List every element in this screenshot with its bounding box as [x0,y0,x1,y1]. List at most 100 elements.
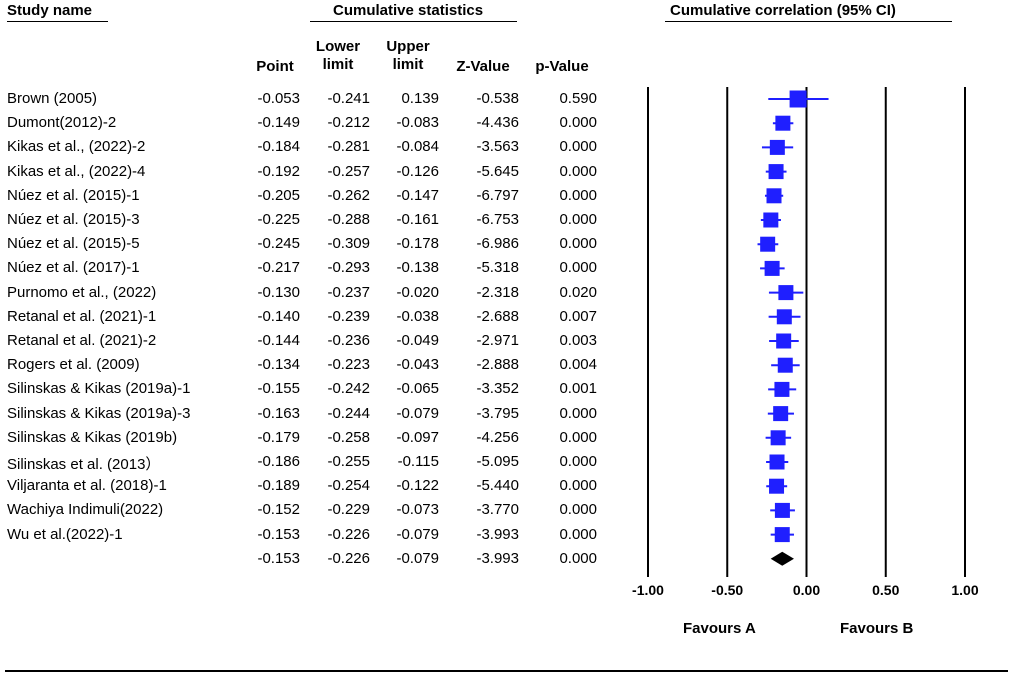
study-row: Dumont(2012)-2 -0.149 -0.212 -0.083 -4.436 0.… [0,114,620,138]
study-row: Wu et al.(2022)-1 -0.153 -0.226 -0.079 -3.99… [0,526,620,550]
study-name: Wachiya Indimuli(2022) [7,501,164,519]
study-row: Silinskas & Kikas (2019b) -0.179 -0.258 -0.… [0,429,620,453]
p-value: 0.000 [559,138,597,156]
point-value: -0.217 [257,259,300,277]
favours-a-label: Favours A [683,620,756,637]
cumulative-correlation-header: Cumulative correlation (95% CI) [670,2,896,19]
point-value: -0.152 [257,501,300,519]
study-name: Dumont(2012)-2 [7,114,117,132]
upper-value: 0.139 [401,90,439,107]
lower-value: -0.254 [327,477,370,495]
study-name-header: Study name [7,2,93,19]
study-name-underline [7,21,108,22]
p-value: 0.000 [559,501,597,519]
z-value: -5.645 [476,162,519,180]
effect-marker [775,115,791,131]
effect-marker [789,90,807,108]
upper-value: -0.083 [396,114,439,132]
p-value: 0.000 [559,162,597,180]
cumulative-correlation-underline [665,21,952,22]
summary-diamond [770,551,794,566]
col-upper-label-2: limit [392,56,424,73]
effect-marker [763,212,779,228]
study-row: Rogers et al. (2009) -0.134 -0.223 -0.043 -2… [0,356,620,380]
study-name: Silinskas et al. (2013） [7,456,161,473]
study-name: Brown (2005) [7,90,98,107]
x-tick-label: 1.00 [951,582,978,598]
cumulative-statistics-header: Cumulative statistics [333,2,484,19]
p-value: 0.590 [559,90,597,107]
col-p-header: p-Value [527,58,597,76]
point-value: -0.163 [257,404,300,422]
point-value: -0.186 [257,453,300,470]
effect-marker [769,139,785,155]
effect-marker [760,236,776,252]
upper-value: -0.138 [396,259,439,277]
z-value: -2.318 [476,283,519,301]
study-row: Núez et al. (2017)-1 -0.217 -0.293 -0.138 -5… [0,259,620,283]
study-row: Purnomo et al., (2022) -0.130 -0.237 -0.020… [0,284,620,308]
study-name: Kikas et al., (2022)-2 [7,138,146,156]
study-name: Núez et al. (2017)-1 [7,259,140,277]
point-value: -0.155 [257,380,300,398]
lower-value: -0.255 [327,453,370,470]
point-value: -0.134 [257,356,300,374]
study-row: Kikas et al., (2022)-4 -0.192 -0.257 -0.126… [0,163,620,187]
z-value: -3.352 [476,380,519,398]
study-row: Núez et al. (2015)-3 -0.225 -0.288 -0.161 -6… [0,211,620,235]
z-value: -2.888 [476,356,519,374]
col-p-label: p-Value [535,58,589,75]
p-value: 0.001 [559,380,597,398]
upper-value: -0.084 [396,138,439,156]
col-point-header: Point [245,58,305,76]
upper-value: -0.122 [396,477,439,495]
point-value: -0.189 [257,477,300,495]
upper-value: -0.115 [397,453,439,470]
effect-marker [774,527,790,543]
upper-value: -0.097 [396,428,439,446]
z-value: -6.797 [476,186,519,204]
point-value: -0.205 [257,186,300,204]
point-value: -0.144 [257,332,300,349]
study-name: Purnomo et al., (2022) [7,283,157,301]
study-name: Kikas et al., (2022)-4 [7,162,146,180]
lower-value: -0.226 [327,549,370,567]
effect-marker [778,285,794,301]
upper-value: -0.079 [396,525,439,543]
col-lower-header: Lower limit [308,38,368,74]
study-name: Viljaranta et al. (2018)-1 [7,477,167,495]
study-name: Retanal et al. (2021)-2 [7,332,157,349]
z-value: -3.993 [476,525,519,543]
favours-b-label: Favours B [840,620,914,637]
study-name: Rogers et al. (2009) [7,356,140,374]
study-row: Silinskas & Kikas (2019a)-1 -0.155 -0.242 -… [0,380,620,404]
upper-value: -0.020 [396,283,439,301]
p-value: 0.000 [559,114,597,132]
point-value: -0.140 [257,307,300,325]
study-row: Núez et al. (2015)-1 -0.205 -0.262 -0.147 -6… [0,187,620,211]
point-value: -0.053 [257,90,300,107]
upper-value: -0.073 [396,501,439,519]
effect-marker [773,406,789,422]
p-value: 0.000 [559,453,597,470]
study-row: Brown (2005) -0.053 -0.241 0.139 -0.538 0.590 [0,90,620,114]
lower-value: -0.242 [327,380,370,398]
p-value: 0.000 [559,549,597,567]
upper-value: -0.161 [396,211,439,228]
x-tick-label: 0.50 [872,582,899,598]
effect-marker [769,478,785,494]
study-name: Wu et al.(2022)-1 [7,525,123,543]
z-value: -2.688 [476,307,519,325]
point-value: -0.184 [257,138,300,156]
point-value: -0.192 [257,162,300,180]
z-value: -3.770 [476,501,519,519]
study-row: Viljaranta et al. (2018)-1 -0.189 -0.254 -0… [0,477,620,501]
effect-marker [777,357,793,373]
z-value: -3.993 [476,549,519,567]
effect-marker [766,188,782,204]
p-value: 0.000 [559,211,597,228]
z-value: -5.318 [476,259,519,277]
study-row: Kikas et al., (2022)-2 -0.184 -0.281 -0.084… [0,138,620,162]
point-value: -0.245 [257,235,300,253]
